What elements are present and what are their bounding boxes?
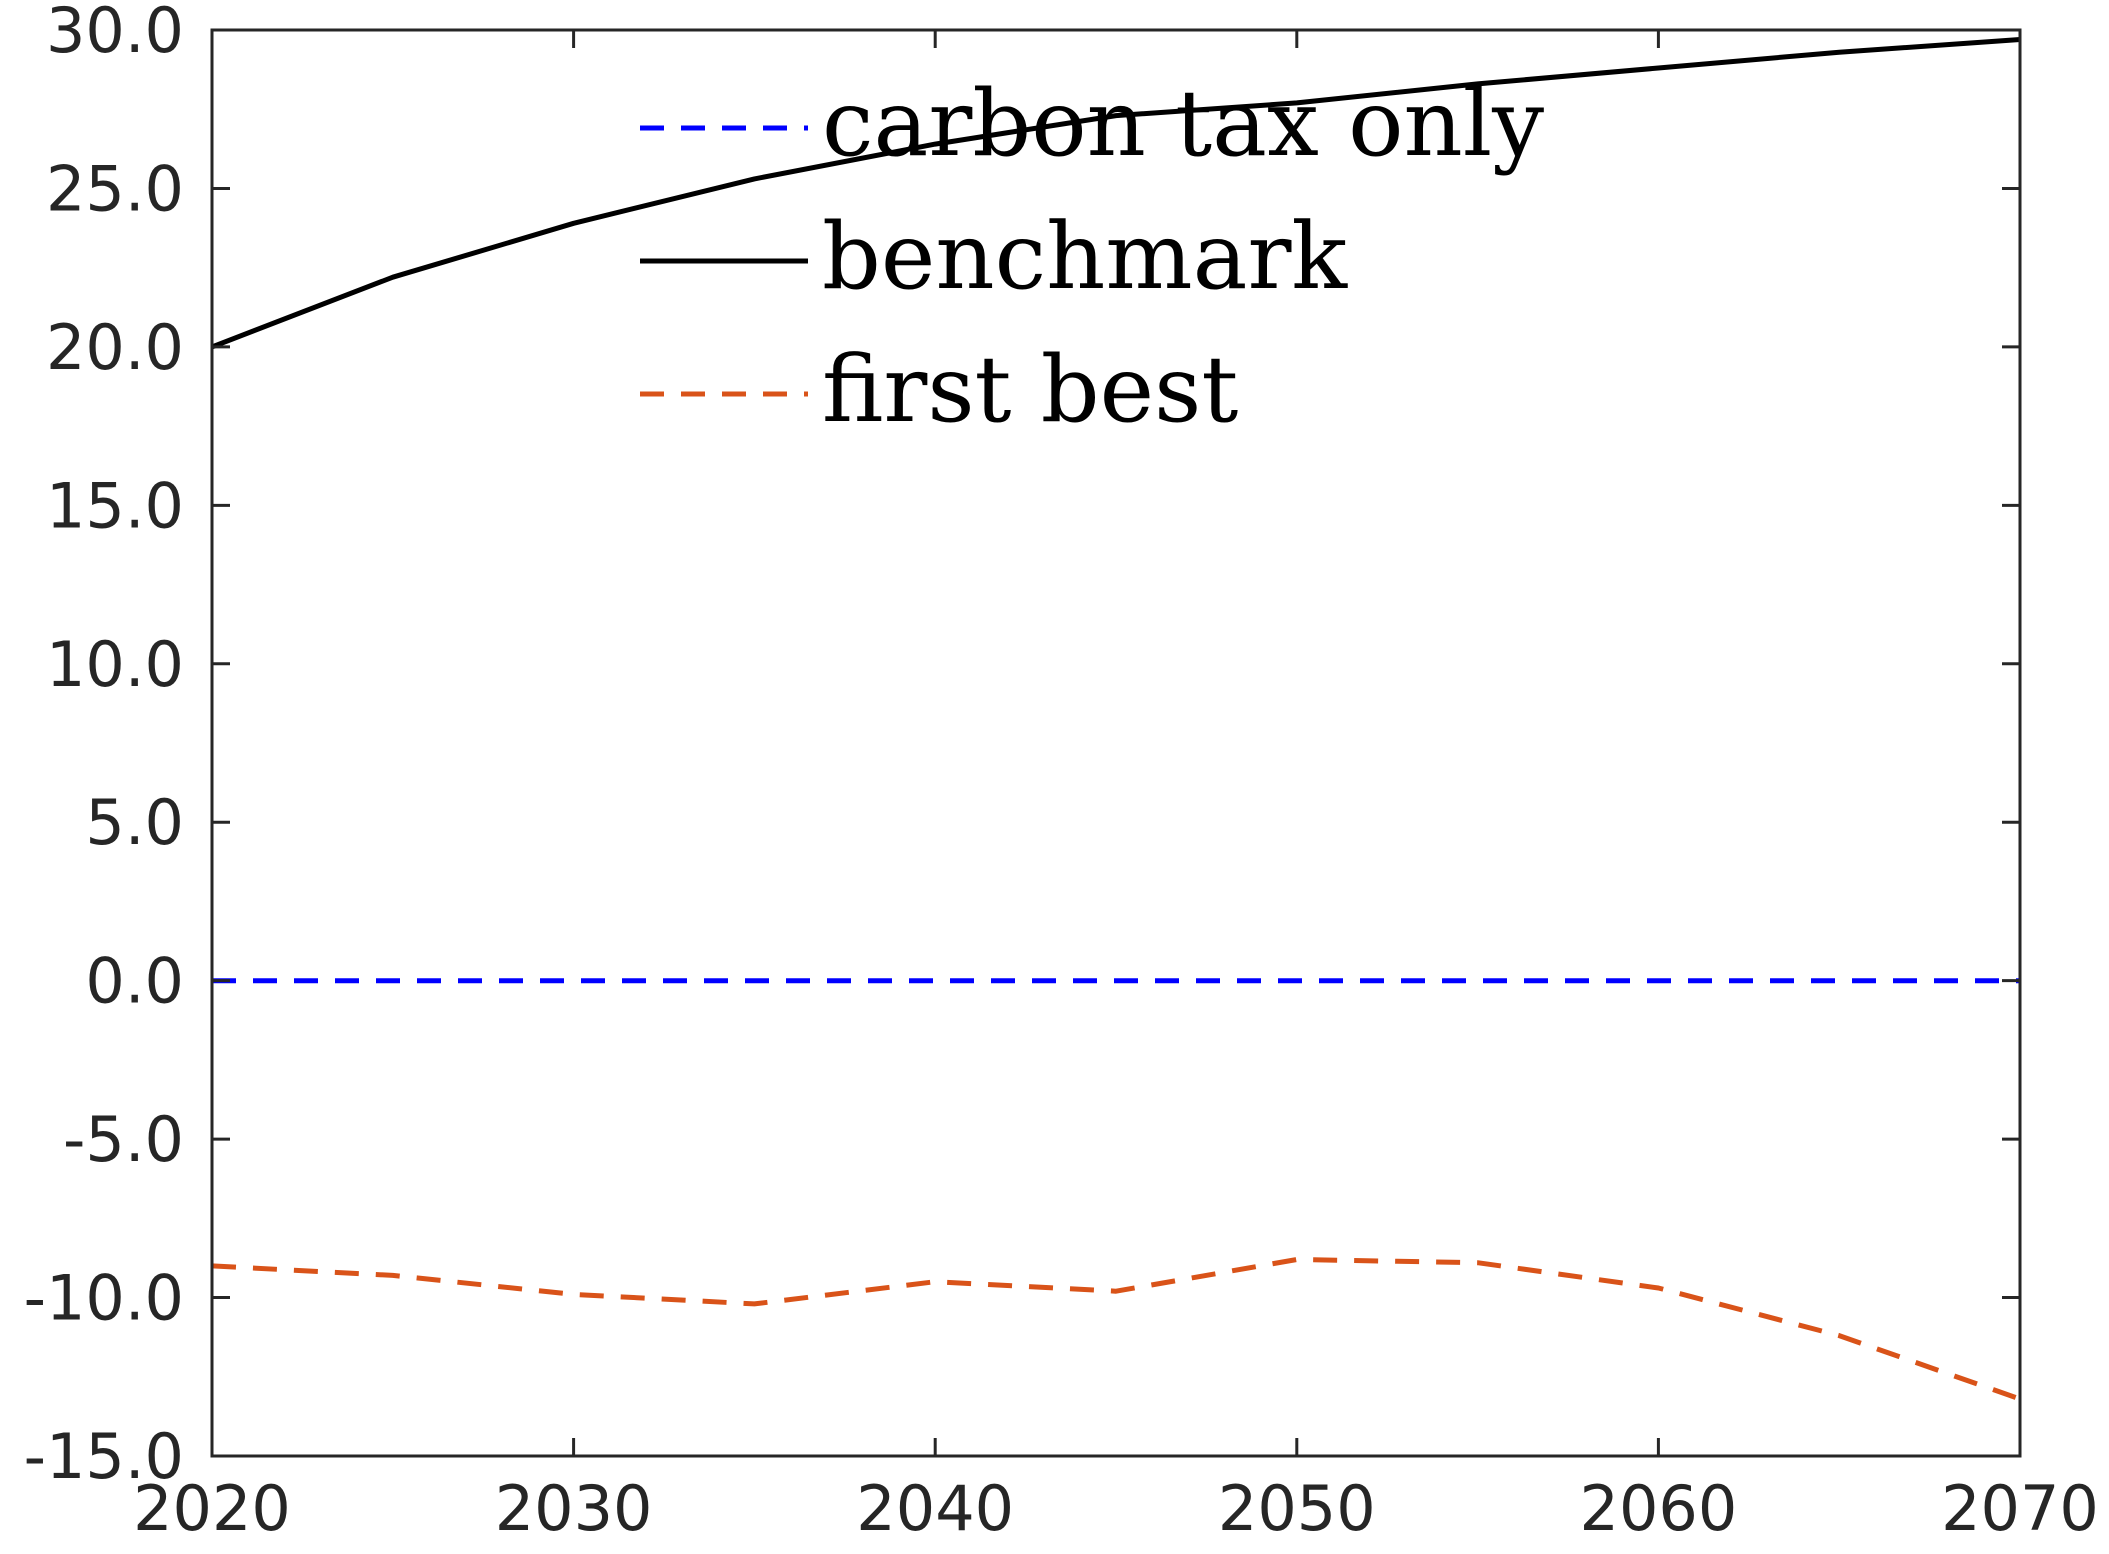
- y-tick-label: 0.0: [85, 945, 184, 1018]
- x-tick-label: 2030: [495, 1472, 653, 1545]
- x-tick-label: 2070: [1941, 1472, 2099, 1545]
- plot-area-frame: [210, 28, 2022, 1458]
- legend-label-1: benchmark: [822, 203, 1348, 310]
- y-tick-label: 15.0: [46, 469, 184, 542]
- y-tick-label: 30.0: [46, 0, 184, 67]
- legend-label-2: first best: [822, 336, 1238, 443]
- x-tick-label: 2060: [1580, 1472, 1738, 1545]
- y-tick-label: 5.0: [85, 786, 184, 859]
- x-tick-label: 2050: [1218, 1472, 1376, 1545]
- y-tick-label: 20.0: [46, 311, 184, 384]
- y-tick-label: -10.0: [24, 1262, 184, 1335]
- y-tick-label: 10.0: [46, 628, 184, 701]
- series-line-2: [211, 1257, 2021, 1402]
- y-tick-label: -15.0: [24, 1420, 184, 1493]
- legend-label-0: carbon tax only: [822, 70, 1544, 177]
- y-tick-label: 25.0: [46, 152, 184, 225]
- x-tick-label: 2040: [856, 1472, 1014, 1545]
- series-layer: [211, 37, 2021, 1402]
- y-tick-label: -5.0: [63, 1103, 184, 1176]
- series-line-1: [211, 37, 2021, 350]
- legend: carbon tax only benchmark first best: [640, 70, 1544, 443]
- axis-ticks: 2020 2030 2040 2050 2060 2070 30.0 25.0 20.0 15.0…: [24, 0, 2099, 1545]
- x-tick-label: 2020: [133, 1472, 291, 1545]
